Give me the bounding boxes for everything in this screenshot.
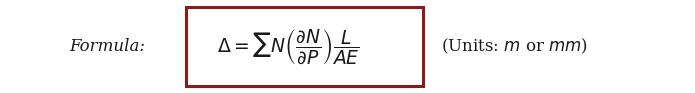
Text: Formula:: Formula: bbox=[70, 38, 146, 55]
Text: (Units: $\mathbf{\mathit{m}}$ or $\mathbf{\mathit{mm}}$): (Units: $\mathbf{\mathit{m}}$ or $\mathb… bbox=[441, 37, 588, 56]
Text: $\Delta = \sum N \left(\dfrac{\partial N}{\partial P}\right)\dfrac{L}{AE}$: $\Delta = \sum N \left(\dfrac{\partial N… bbox=[217, 27, 360, 66]
